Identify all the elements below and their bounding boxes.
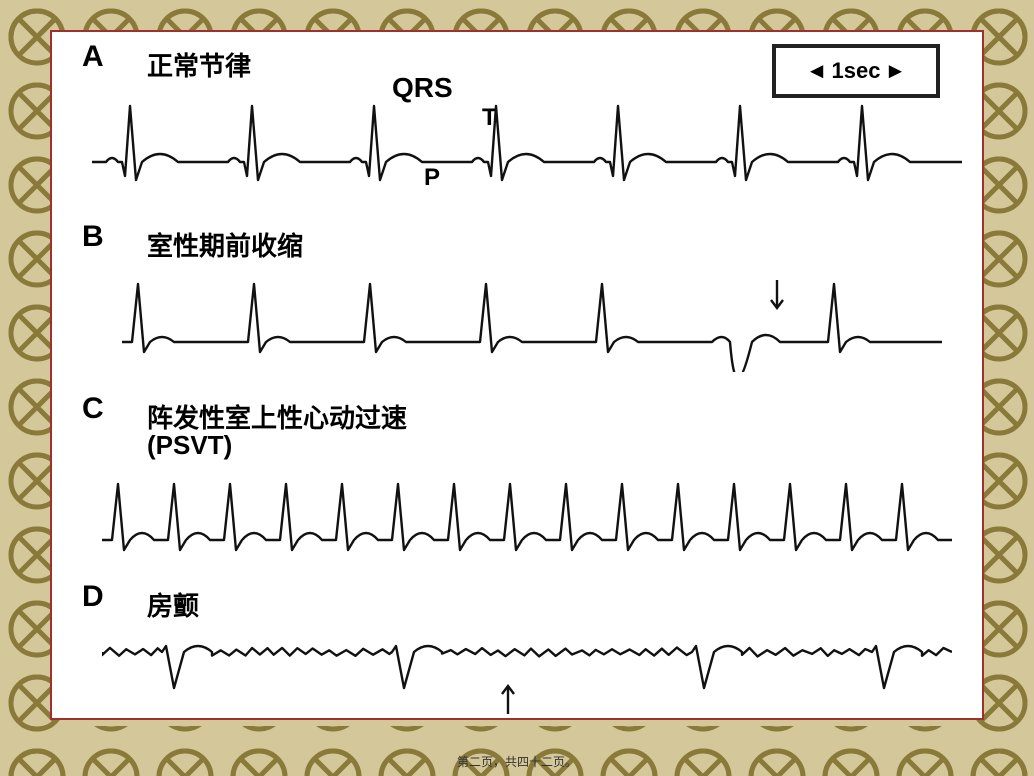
ecg-trace-b [122,262,942,372]
row-label-c: C [82,392,104,426]
ecg-trace-d [102,622,952,702]
scale-arrow-right: ► [884,60,906,82]
ecg-trace-a [92,92,962,202]
row-subtitle-c: (PSVT) [147,430,232,461]
row-label-b: B [82,220,104,254]
page-counter: 第二页，共四十二页。 [457,755,577,769]
row-title-a: 正常节律 [147,46,251,83]
row-label-d: D [82,580,104,614]
slide: ◄ 1sec ► QRS T P A正常节律B室性期前收缩C阵发性室上性心动过速… [0,0,1034,776]
row-title-b: 室性期前收缩 [147,226,303,263]
ecg-trace-c [102,462,952,562]
arrow-up-icon [498,678,518,716]
scale-arrow-left: ◄ [806,60,828,82]
row-label-a: A [82,40,104,74]
scale-label: 1sec [832,58,881,84]
figure-panel: ◄ 1sec ► QRS T P A正常节律B室性期前收缩C阵发性室上性心动过速… [50,30,984,720]
arrow-down-icon [767,280,787,318]
row-title-d: 房颤 [147,586,199,623]
time-scale-box: ◄ 1sec ► [772,44,940,98]
page-footer: 第二页，共四十二页。 [0,753,1034,770]
